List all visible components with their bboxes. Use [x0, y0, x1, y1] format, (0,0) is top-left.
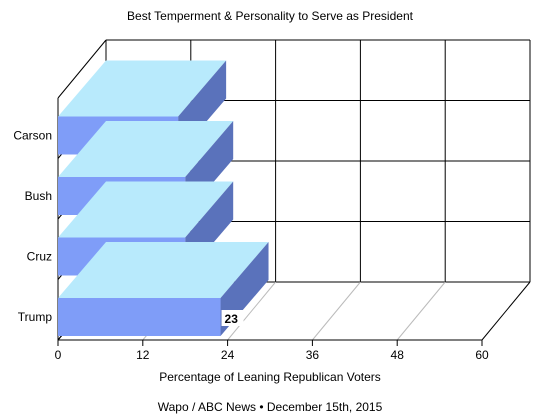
floor-gridline: [481, 281, 531, 341]
floor-gridline: [227, 281, 276, 341]
x-tick-label: 12: [136, 348, 150, 362]
bar-top-face: [58, 181, 234, 238]
source-note: Wapo / ABC News • December 15th, 2015: [158, 400, 383, 414]
x-tick-label: 24: [221, 348, 235, 362]
x-axis-ticks: 0 12 24 36 48 60: [55, 340, 489, 362]
bars: 17181823: [58, 60, 269, 336]
data-label-box: [221, 310, 244, 326]
x-tick-label: 0: [55, 348, 62, 362]
bar-top-face: [58, 60, 227, 117]
x-tick-label: 48: [391, 348, 405, 362]
floor-gridline: [312, 281, 361, 341]
bar: [58, 298, 221, 336]
bar-top-face: [58, 121, 234, 177]
category-label: Cruz: [27, 250, 52, 264]
chart-title: Best Temperment & Personality to Serve a…: [127, 9, 414, 23]
category-label: Bush: [25, 189, 52, 203]
category-label: Carson: [13, 129, 52, 143]
x-tick-label: 36: [306, 348, 320, 362]
data-label: 23: [225, 312, 239, 326]
category-label: Trump: [18, 310, 53, 324]
x-tick-label: 60: [475, 348, 489, 362]
floor-gridline: [396, 281, 446, 341]
bar-top-face: [58, 242, 269, 298]
left-wall-line: [57, 39, 107, 99]
y-axis-categories: Carson Bush Cruz Trump: [13, 129, 52, 325]
x-axis-label: Percentage of Leaning Republican Voters: [159, 370, 381, 384]
